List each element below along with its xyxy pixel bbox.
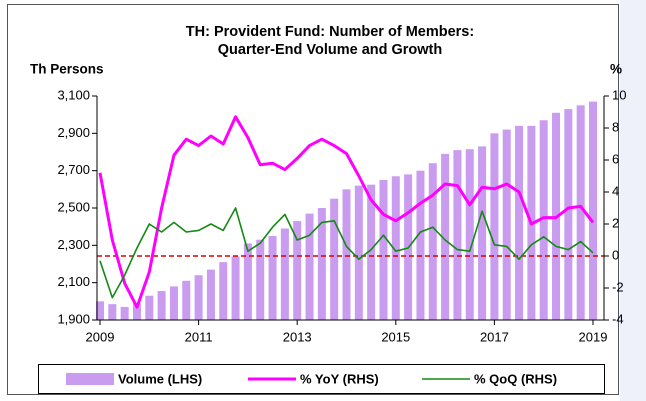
bar xyxy=(379,180,388,320)
bar xyxy=(293,221,302,320)
bar xyxy=(231,256,240,320)
legend-label: % YoY (RHS) xyxy=(300,371,379,386)
y-tick-label: 2,300 xyxy=(57,237,90,252)
y2-tick-label: 10 xyxy=(612,87,626,102)
bar xyxy=(206,269,215,320)
bar xyxy=(416,170,425,320)
y2-tick-label: 8 xyxy=(612,119,619,134)
bar xyxy=(539,120,548,321)
bar xyxy=(428,163,437,320)
bar xyxy=(441,153,450,320)
bar xyxy=(157,291,166,320)
bar xyxy=(280,228,289,320)
y-tick-label: 2,700 xyxy=(57,162,90,177)
y2-tick-label: 6 xyxy=(612,151,619,166)
bar xyxy=(169,286,178,320)
y-tick-label: 2,500 xyxy=(57,199,90,214)
bar xyxy=(194,275,203,320)
bar xyxy=(515,125,524,320)
y-tick-label: 2,100 xyxy=(57,274,90,289)
line-series xyxy=(98,115,595,309)
bar xyxy=(465,149,474,320)
legend-label: % QoQ (RHS) xyxy=(474,371,557,386)
y2-axis-title: % xyxy=(610,62,622,77)
legend-label: Volume (LHS) xyxy=(118,371,202,386)
x-tick-label: 2015 xyxy=(381,329,410,344)
x-tick-label: 2009 xyxy=(86,329,115,344)
legend-swatch xyxy=(66,373,114,385)
line-series xyxy=(99,207,594,299)
bar xyxy=(342,189,351,320)
bar xyxy=(108,304,117,320)
bar xyxy=(564,109,573,320)
bar xyxy=(305,213,314,320)
y2-tick-label: 4 xyxy=(612,183,619,198)
bar xyxy=(589,101,597,320)
y2-tick-label: -2 xyxy=(612,279,624,294)
bar xyxy=(391,176,400,320)
bar xyxy=(453,150,462,320)
y2-tick-label: 0 xyxy=(612,247,619,262)
bar xyxy=(256,239,265,320)
bar xyxy=(120,306,129,320)
bar xyxy=(478,146,487,320)
bar xyxy=(243,243,252,320)
bar xyxy=(367,184,376,320)
x-tick-label: 2019 xyxy=(579,329,608,344)
y2-tick-label: -4 xyxy=(612,311,624,326)
bar xyxy=(354,185,363,320)
bar xyxy=(145,295,154,320)
bar xyxy=(330,198,339,320)
y-tick-label: 2,900 xyxy=(57,125,90,140)
y-tick-label: 3,100 xyxy=(57,87,90,102)
bar xyxy=(317,208,326,320)
bar xyxy=(268,236,277,320)
chart-title: TH: Provident Fund: Number of Members: xyxy=(186,24,474,40)
bar xyxy=(96,301,104,320)
side-band xyxy=(620,0,646,401)
x-tick-label: 2013 xyxy=(283,329,312,344)
bar xyxy=(502,129,511,320)
bar xyxy=(182,280,191,320)
bar xyxy=(132,303,141,320)
bar xyxy=(490,133,499,320)
chart-title: Quarter-End Volume and Growth xyxy=(218,42,443,58)
y-axis-title: Th Persons xyxy=(30,62,104,77)
bar xyxy=(219,262,228,320)
x-tick-label: 2011 xyxy=(185,329,213,344)
legend-box xyxy=(38,364,605,394)
bar xyxy=(576,105,585,320)
y-tick-label: 1,900 xyxy=(57,311,90,326)
x-tick-label: 2017 xyxy=(480,329,509,344)
y2-tick-label: 2 xyxy=(612,215,619,230)
